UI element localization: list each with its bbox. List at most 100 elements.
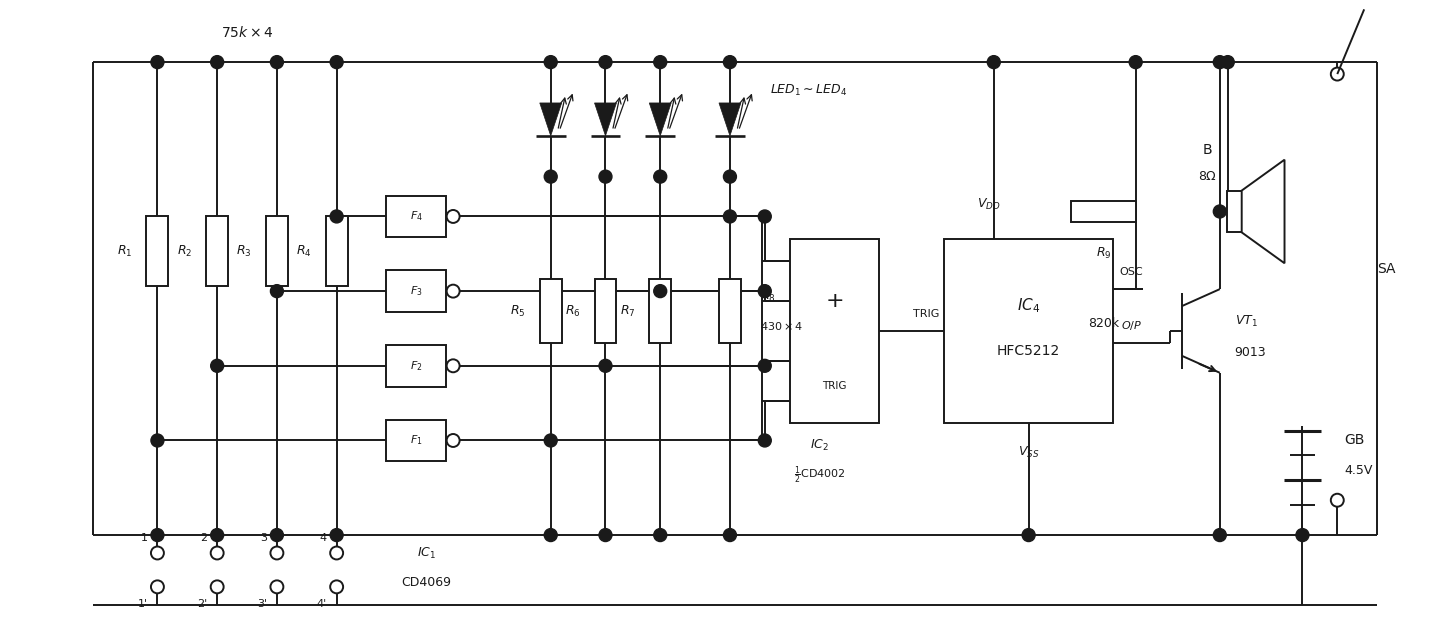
Bar [266, 217, 287, 286]
Circle shape [270, 285, 283, 297]
Bar [146, 217, 169, 286]
Circle shape [1222, 56, 1235, 69]
Circle shape [1213, 56, 1226, 69]
Text: $R_3$: $R_3$ [236, 244, 252, 259]
Circle shape [1296, 529, 1309, 542]
Circle shape [1213, 529, 1226, 542]
Bar [594, 279, 616, 344]
Circle shape [330, 56, 343, 69]
Text: 1': 1' [137, 599, 147, 609]
Circle shape [1022, 529, 1035, 542]
Text: 9013: 9013 [1235, 346, 1266, 360]
Text: $IC_4$: $IC_4$ [1017, 297, 1040, 315]
Circle shape [330, 210, 343, 223]
Circle shape [1213, 205, 1226, 218]
Bar [386, 196, 446, 237]
Text: $R_5$: $R_5$ [510, 303, 526, 319]
Circle shape [759, 360, 772, 372]
Circle shape [270, 56, 283, 69]
Circle shape [653, 529, 667, 542]
Circle shape [599, 56, 612, 69]
Bar [945, 239, 1113, 423]
Circle shape [544, 56, 557, 69]
Text: 1: 1 [140, 533, 147, 543]
Text: OSC: OSC [1119, 267, 1143, 277]
Polygon shape [649, 103, 672, 136]
Text: HFC5212: HFC5212 [997, 344, 1060, 358]
Circle shape [723, 529, 736, 542]
Circle shape [599, 360, 612, 372]
Bar [386, 345, 446, 387]
Text: CD4069: CD4069 [402, 576, 452, 589]
Text: $R_1$: $R_1$ [117, 244, 133, 259]
Circle shape [759, 434, 772, 447]
Text: $V_{SS}$: $V_{SS}$ [1017, 445, 1039, 460]
Bar [206, 217, 229, 286]
Polygon shape [594, 103, 616, 136]
Polygon shape [719, 103, 740, 136]
Text: $LED_1\sim LED_4$: $LED_1\sim LED_4$ [770, 83, 847, 97]
Polygon shape [1242, 160, 1285, 263]
Text: $R_4$: $R_4$ [296, 244, 312, 259]
Bar [386, 420, 446, 462]
Bar [1070, 201, 1136, 222]
Circle shape [653, 285, 667, 297]
Text: SA: SA [1378, 262, 1396, 276]
Bar [386, 271, 446, 312]
Text: 3': 3' [257, 599, 267, 609]
Text: +: + [825, 291, 843, 311]
Text: $R_2$: $R_2$ [177, 244, 193, 259]
Text: $430\times4$: $430\times4$ [760, 320, 803, 332]
Text: $R_7$: $R_7$ [620, 303, 636, 319]
Circle shape [544, 434, 557, 447]
Text: $R_8$: $R_8$ [760, 288, 776, 304]
Circle shape [151, 434, 164, 447]
Circle shape [210, 360, 223, 372]
Text: 820k: 820k [1087, 317, 1119, 330]
Text: TRIG: TRIG [822, 381, 847, 391]
Bar [540, 279, 562, 344]
Circle shape [759, 285, 772, 297]
Text: $R_6$: $R_6$ [564, 303, 580, 319]
Circle shape [544, 529, 557, 542]
Text: $R_9$: $R_9$ [1096, 246, 1112, 262]
Text: $IC_1$: $IC_1$ [417, 545, 436, 560]
Circle shape [151, 529, 164, 542]
Circle shape [653, 56, 667, 69]
Text: GB: GB [1345, 433, 1365, 447]
Circle shape [987, 56, 1000, 69]
Text: 4.5V: 4.5V [1345, 464, 1373, 477]
Circle shape [723, 56, 736, 69]
Circle shape [653, 170, 667, 183]
Text: $O/P$: $O/P$ [1120, 319, 1142, 333]
Text: $8\Omega$: $8\Omega$ [1199, 170, 1218, 183]
Circle shape [599, 170, 612, 183]
Circle shape [151, 56, 164, 69]
Text: $F_4$: $F_4$ [410, 210, 423, 223]
Circle shape [330, 529, 343, 542]
Text: B: B [1203, 143, 1213, 157]
Text: $\frac{1}{2}$CD4002: $\frac{1}{2}$CD4002 [793, 464, 846, 486]
Text: $IC_2$: $IC_2$ [810, 437, 829, 453]
Text: TRIG: TRIG [913, 309, 939, 319]
Text: $VT_1$: $VT_1$ [1235, 313, 1258, 329]
Text: 4': 4' [316, 599, 327, 609]
Text: 2': 2' [197, 599, 207, 609]
Bar [719, 279, 740, 344]
Text: 4: 4 [320, 533, 327, 543]
Text: 3: 3 [260, 533, 267, 543]
Bar [649, 279, 672, 344]
Circle shape [270, 529, 283, 542]
Circle shape [210, 56, 223, 69]
Circle shape [723, 210, 736, 223]
Bar [790, 239, 879, 423]
Polygon shape [540, 103, 562, 136]
Circle shape [210, 529, 223, 542]
Circle shape [723, 170, 736, 183]
Bar [326, 217, 347, 286]
Text: $F_1$: $F_1$ [410, 433, 423, 447]
Bar [1228, 190, 1242, 233]
Circle shape [599, 529, 612, 542]
Circle shape [759, 210, 772, 223]
Text: $F_3$: $F_3$ [410, 284, 423, 298]
